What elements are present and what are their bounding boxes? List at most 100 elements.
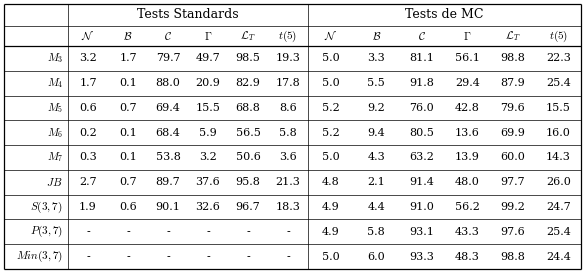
Text: 53.8: 53.8 <box>156 153 180 162</box>
Text: 5.8: 5.8 <box>367 227 385 237</box>
Text: $M_7$: $M_7$ <box>46 150 63 164</box>
Text: 16.0: 16.0 <box>546 128 571 138</box>
Text: 91.8: 91.8 <box>410 78 434 88</box>
Text: 0.7: 0.7 <box>119 177 137 187</box>
Text: 80.5: 80.5 <box>410 128 434 138</box>
Text: 4.8: 4.8 <box>322 177 340 187</box>
Text: 68.4: 68.4 <box>156 128 180 138</box>
Text: 56.5: 56.5 <box>236 128 260 138</box>
Text: 42.8: 42.8 <box>455 103 480 113</box>
Text: 14.3: 14.3 <box>546 153 571 162</box>
Text: 93.3: 93.3 <box>410 252 434 262</box>
Text: 25.4: 25.4 <box>546 78 571 88</box>
Text: $t(5)$: $t(5)$ <box>549 28 568 44</box>
Text: 3.3: 3.3 <box>367 54 385 63</box>
Text: -: - <box>286 252 290 262</box>
Text: 97.7: 97.7 <box>500 177 525 187</box>
Text: 32.6: 32.6 <box>195 202 221 212</box>
Text: 43.3: 43.3 <box>455 227 480 237</box>
Text: 21.3: 21.3 <box>276 177 301 187</box>
Text: $\mathcal{C}$: $\mathcal{C}$ <box>418 30 426 42</box>
Text: 49.7: 49.7 <box>195 54 221 63</box>
Text: 91.4: 91.4 <box>410 177 434 187</box>
Text: 5.8: 5.8 <box>279 128 297 138</box>
Text: 0.1: 0.1 <box>119 78 137 88</box>
Text: 29.4: 29.4 <box>455 78 480 88</box>
Text: $S(3, 7)$: $S(3, 7)$ <box>30 199 63 215</box>
Text: 63.2: 63.2 <box>410 153 434 162</box>
Text: $t(5)$: $t(5)$ <box>278 28 298 44</box>
Text: -: - <box>86 252 90 262</box>
Text: 98.8: 98.8 <box>500 252 525 262</box>
Text: 1.9: 1.9 <box>79 202 97 212</box>
Text: 98.5: 98.5 <box>236 54 260 63</box>
Text: 88.0: 88.0 <box>156 78 180 88</box>
Text: 2.1: 2.1 <box>367 177 385 187</box>
Text: -: - <box>246 227 250 237</box>
Text: 19.3: 19.3 <box>276 54 301 63</box>
Text: 1.7: 1.7 <box>79 78 97 88</box>
Text: 69.9: 69.9 <box>500 128 525 138</box>
Text: -: - <box>286 227 290 237</box>
Text: 6.0: 6.0 <box>367 252 385 262</box>
Text: 25.4: 25.4 <box>546 227 571 237</box>
Text: -: - <box>246 252 250 262</box>
Text: 95.8: 95.8 <box>236 177 260 187</box>
Text: 56.2: 56.2 <box>455 202 480 212</box>
Text: 5.0: 5.0 <box>322 78 340 88</box>
Text: 79.7: 79.7 <box>156 54 180 63</box>
Text: 3.2: 3.2 <box>79 54 97 63</box>
Text: 4.9: 4.9 <box>322 227 340 237</box>
Text: 17.8: 17.8 <box>276 78 300 88</box>
Text: 90.1: 90.1 <box>156 202 180 212</box>
Text: 79.6: 79.6 <box>500 103 525 113</box>
Text: 56.1: 56.1 <box>455 54 480 63</box>
Text: $\mathcal{C}$: $\mathcal{C}$ <box>164 30 172 42</box>
Text: 18.3: 18.3 <box>276 202 301 212</box>
Text: $JB$: $JB$ <box>46 176 63 188</box>
Text: $M_3$: $M_3$ <box>47 51 63 65</box>
Text: Tests Standards: Tests Standards <box>137 8 239 22</box>
Text: $\Gamma$: $\Gamma$ <box>204 30 212 42</box>
Text: 87.9: 87.9 <box>500 78 525 88</box>
Text: 4.3: 4.3 <box>367 153 385 162</box>
Text: 81.1: 81.1 <box>410 54 434 63</box>
Text: 48.0: 48.0 <box>455 177 480 187</box>
Text: -: - <box>166 252 170 262</box>
Text: 0.1: 0.1 <box>119 153 137 162</box>
Text: 93.1: 93.1 <box>410 227 434 237</box>
Text: $\mathcal{N}$: $\mathcal{N}$ <box>81 30 95 42</box>
Text: 22.3: 22.3 <box>546 54 571 63</box>
Text: 68.8: 68.8 <box>236 103 260 113</box>
Text: 15.5: 15.5 <box>546 103 571 113</box>
Text: 0.6: 0.6 <box>79 103 97 113</box>
Text: 9.2: 9.2 <box>367 103 385 113</box>
Text: 24.7: 24.7 <box>546 202 570 212</box>
Text: 91.0: 91.0 <box>410 202 434 212</box>
Text: 96.7: 96.7 <box>236 202 260 212</box>
Text: 99.2: 99.2 <box>500 202 525 212</box>
Text: 4.9: 4.9 <box>322 202 340 212</box>
Text: 13.9: 13.9 <box>455 153 480 162</box>
Text: 26.0: 26.0 <box>546 177 571 187</box>
Text: 69.4: 69.4 <box>156 103 180 113</box>
Text: 2.7: 2.7 <box>79 177 97 187</box>
Text: 4.4: 4.4 <box>367 202 385 212</box>
Text: 8.6: 8.6 <box>279 103 297 113</box>
Text: 97.6: 97.6 <box>500 227 525 237</box>
Text: Tests de MC: Tests de MC <box>405 8 484 22</box>
Text: -: - <box>86 227 90 237</box>
Text: 0.2: 0.2 <box>79 128 97 138</box>
Text: 48.3: 48.3 <box>455 252 480 262</box>
Text: 24.4: 24.4 <box>546 252 571 262</box>
Text: 5.5: 5.5 <box>367 78 385 88</box>
Text: -: - <box>206 227 210 237</box>
Text: $\mathcal{B}$: $\mathcal{B}$ <box>123 30 133 42</box>
Text: $\mathcal{L}_T$: $\mathcal{L}_T$ <box>505 29 521 43</box>
Text: 82.9: 82.9 <box>236 78 260 88</box>
Text: -: - <box>126 252 130 262</box>
Text: 5.2: 5.2 <box>322 103 340 113</box>
Text: 60.0: 60.0 <box>500 153 525 162</box>
Text: 0.6: 0.6 <box>119 202 137 212</box>
Text: 0.7: 0.7 <box>119 103 137 113</box>
